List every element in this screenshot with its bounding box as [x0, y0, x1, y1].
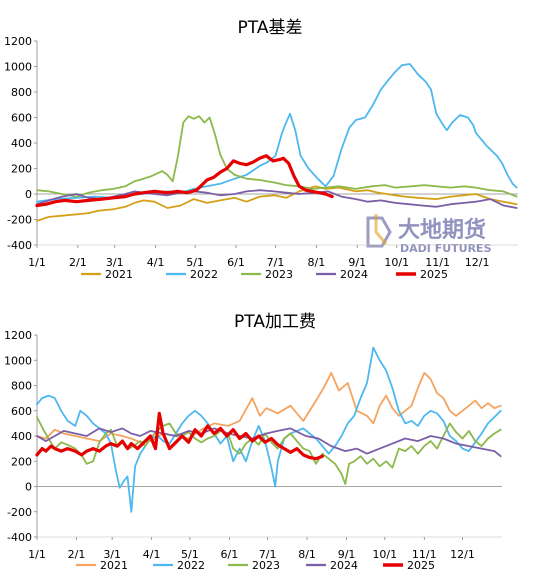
x-tick-label: 7/1	[259, 548, 277, 561]
x-tick-label: 9/1	[348, 256, 366, 269]
watermark-logo-icon	[366, 216, 392, 248]
y-tick-label: 800	[11, 380, 32, 393]
y-tick-label: 600	[11, 112, 32, 125]
series-line-2025	[35, 154, 334, 208]
y-tick-label: -200	[7, 506, 32, 519]
y-tick-label: 1000	[4, 354, 32, 367]
series-line-2022	[36, 346, 502, 513]
x-tick-label: 12/1	[465, 256, 490, 269]
x-tick-label: 2/1	[69, 256, 87, 269]
x-tick-label: 2/1	[68, 548, 86, 561]
y-tick-label: 400	[11, 137, 32, 150]
watermark-en: DADI FUTURES	[400, 242, 492, 255]
watermark-cn: 大地期货	[398, 217, 486, 243]
x-tick-label: 3/1	[103, 548, 121, 561]
series-line-2021	[36, 185, 518, 222]
legend-label-2022: 2022	[190, 268, 218, 281]
chart-basis-plot: -400 -200 0 200 400 600 800 1000 1200 1/1 2/1 3/1 4/…	[4, 35, 518, 281]
x-tick-label: 8/1	[308, 256, 326, 269]
legend-label-2024: 2024	[330, 559, 358, 572]
series-line-2023	[36, 115, 518, 198]
x-tick-label: 1/1	[28, 548, 46, 561]
y-tick-label: 800	[11, 86, 32, 99]
legend-label-2022: 2022	[177, 559, 205, 572]
x-tick-label: 7/1	[267, 256, 285, 269]
x-tick-label: 5/1	[186, 256, 204, 269]
legend-label-2021: 2021	[100, 559, 128, 572]
y-tick-label: 1200	[4, 329, 32, 342]
x-tick-label: 4/1	[143, 548, 161, 561]
y-tick-label: -400	[7, 531, 32, 544]
y-tick-label: 0	[25, 481, 32, 494]
series-line-2025	[35, 411, 324, 461]
y-tick-label: 1000	[4, 61, 32, 74]
y-tick-label: -200	[7, 214, 32, 227]
x-tick-label: 9/1	[338, 548, 356, 561]
y-tick-label: 0	[25, 188, 32, 201]
y-tick-label: 1200	[4, 35, 32, 48]
chart-processing-fee: PTA加工费 -400 -200 0 200 400 600 800 1000 1200 1/1 2…	[4, 312, 502, 572]
x-tick-label: 10/1	[384, 256, 409, 269]
y-tick-label: 600	[11, 405, 32, 418]
x-tick-label: 4/1	[147, 256, 165, 269]
x-tick-label: 1/1	[28, 256, 46, 269]
series-line-2022	[36, 63, 518, 203]
y-tick-label: 200	[11, 163, 32, 176]
x-tick-label: 11/1	[412, 548, 437, 561]
x-tick-label: 6/1	[221, 548, 239, 561]
y-tick-label: 400	[11, 430, 32, 443]
x-tick-label: 10/1	[372, 548, 397, 561]
legend-label-2023: 2023	[265, 268, 293, 281]
series-line-2021	[36, 371, 502, 444]
series-line-2023	[36, 416, 502, 485]
legend-label-2025: 2025	[420, 268, 448, 281]
chart-basis-watermark: 大地期货 DADI FUTURES	[366, 214, 492, 255]
legend-label-2021: 2021	[105, 268, 133, 281]
chart-processing-fee-title: PTA加工费	[234, 312, 316, 332]
chart-basis-title: PTA基差	[238, 18, 303, 38]
x-tick-label: 6/1	[227, 256, 245, 269]
x-tick-label: 5/1	[181, 548, 199, 561]
x-tick-label: 12/1	[450, 548, 475, 561]
x-tick-label: 3/1	[106, 256, 124, 269]
chart-processing-fee-plot: -400 -200 0 200 400 600 800 1000 1200 1/1 2/1 3/1 4/…	[4, 329, 502, 572]
chart-basis: PTA基差 大地期货 DADI FUTURES -400 -200 0 200 400 6…	[4, 18, 518, 281]
x-tick-label: 11/1	[425, 256, 450, 269]
legend-label-2024: 2024	[340, 268, 368, 281]
x-tick-label: 8/1	[298, 548, 316, 561]
watermark-logo-accent-icon	[374, 214, 388, 245]
legend-label-2023: 2023	[252, 559, 280, 572]
y-tick-label: 200	[11, 455, 32, 468]
legend-label-2025: 2025	[407, 559, 435, 572]
y-tick-label: -400	[7, 239, 32, 252]
